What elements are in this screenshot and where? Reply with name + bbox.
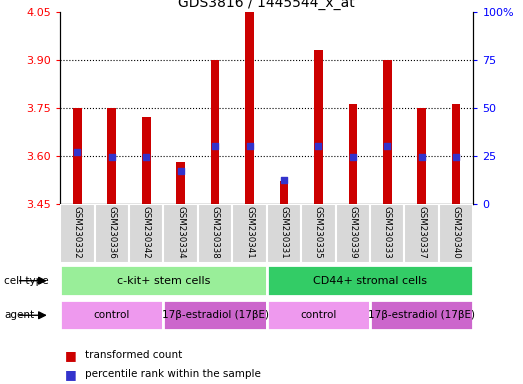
Bar: [267, 265, 473, 296]
Text: agent: agent: [4, 310, 35, 320]
Bar: [60, 265, 267, 296]
Bar: [336, 204, 370, 263]
Point: [142, 154, 151, 161]
Text: control: control: [94, 310, 130, 320]
Text: GSM230339: GSM230339: [348, 206, 357, 258]
Title: GDS3816 / 1445544_x_at: GDS3816 / 1445544_x_at: [178, 0, 355, 10]
Bar: [73, 108, 82, 204]
Text: transformed count: transformed count: [85, 350, 183, 360]
Point: [314, 143, 323, 149]
Bar: [348, 104, 357, 204]
Bar: [232, 204, 267, 263]
Text: GSM230335: GSM230335: [314, 206, 323, 259]
Bar: [60, 300, 163, 331]
Text: GSM230340: GSM230340: [451, 206, 461, 259]
Bar: [176, 162, 185, 204]
Text: 17β-estradiol (17βE): 17β-estradiol (17βE): [162, 310, 269, 320]
Bar: [163, 204, 198, 263]
Bar: [211, 60, 219, 204]
Text: GSM230333: GSM230333: [383, 206, 392, 259]
Text: c-kit+ stem cells: c-kit+ stem cells: [117, 276, 210, 286]
Point: [73, 149, 82, 155]
Point: [211, 143, 219, 149]
Bar: [267, 300, 370, 331]
Point: [383, 143, 391, 149]
Bar: [370, 300, 473, 331]
Text: GSM230332: GSM230332: [73, 206, 82, 259]
Bar: [129, 204, 163, 263]
Bar: [370, 204, 404, 263]
Bar: [314, 50, 323, 204]
Point: [176, 168, 185, 174]
Bar: [383, 60, 392, 204]
Bar: [452, 104, 460, 204]
Bar: [108, 108, 116, 204]
Bar: [245, 12, 254, 204]
Point: [452, 154, 460, 161]
Point: [280, 177, 288, 184]
Text: GSM230331: GSM230331: [279, 206, 289, 259]
Text: cell type: cell type: [4, 276, 49, 286]
Point: [417, 154, 426, 161]
Point: [349, 154, 357, 161]
Point: [245, 143, 254, 149]
Bar: [142, 117, 151, 204]
Text: 17β-estradiol (17βE): 17β-estradiol (17βE): [368, 310, 475, 320]
Text: GSM230341: GSM230341: [245, 206, 254, 259]
Bar: [280, 181, 288, 204]
Text: GSM230336: GSM230336: [107, 206, 116, 259]
Bar: [417, 108, 426, 204]
Point: [108, 154, 116, 161]
Text: GSM230334: GSM230334: [176, 206, 185, 259]
Text: percentile rank within the sample: percentile rank within the sample: [85, 369, 261, 379]
Bar: [95, 204, 129, 263]
Bar: [439, 204, 473, 263]
Bar: [404, 204, 439, 263]
Text: GSM230342: GSM230342: [142, 206, 151, 259]
Bar: [301, 204, 336, 263]
Text: CD44+ stromal cells: CD44+ stromal cells: [313, 276, 427, 286]
Bar: [267, 204, 301, 263]
Bar: [198, 204, 232, 263]
Text: GSM230337: GSM230337: [417, 206, 426, 259]
Text: ■: ■: [65, 368, 77, 381]
Text: GSM230338: GSM230338: [211, 206, 220, 259]
Text: control: control: [300, 310, 337, 320]
Bar: [163, 300, 267, 331]
Text: ■: ■: [65, 349, 77, 362]
Bar: [60, 204, 95, 263]
